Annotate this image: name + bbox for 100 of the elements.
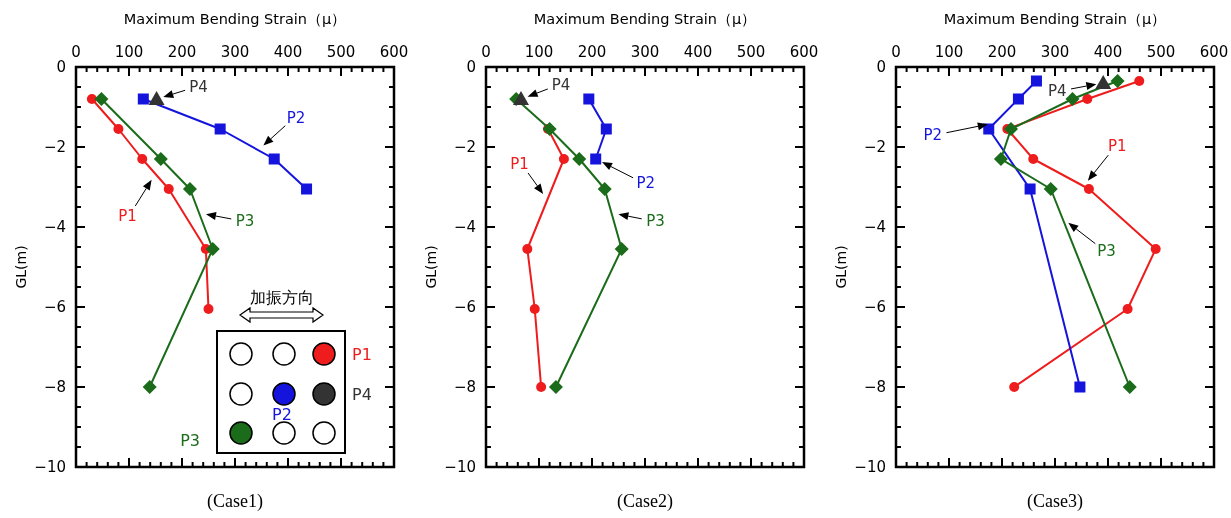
x-tick-label: 600 (379, 43, 409, 61)
point (536, 382, 547, 392)
point (983, 123, 995, 135)
x-tick-label: 300 (1040, 43, 1070, 61)
x-tick-label: 0 (891, 43, 901, 61)
text: P2 (272, 405, 292, 424)
series-label: P3 (646, 212, 665, 230)
point (137, 93, 149, 105)
series-label: P1 (510, 154, 529, 173)
series-label: P3 (235, 212, 255, 230)
point (1083, 184, 1094, 194)
point (1082, 94, 1093, 104)
y-tick-label: −10 (854, 458, 886, 476)
point (1028, 154, 1039, 164)
annotation: 加振方向 (250, 288, 314, 307)
point (137, 154, 148, 164)
x-tick-label: 500 (736, 43, 766, 61)
y-axis-title: GL(m) (13, 245, 29, 289)
y-tick-label: −4 (863, 218, 886, 236)
text: P3 (180, 431, 200, 450)
point (529, 304, 540, 314)
y-tick-label: −8 (453, 378, 476, 396)
y-tick-label: −6 (863, 298, 886, 316)
x-axis-title: Maximum Bending Strain（μ） (943, 11, 1167, 27)
point (597, 182, 612, 196)
x-tick-label: 600 (1199, 43, 1229, 61)
text: P2 (636, 174, 656, 192)
point (205, 242, 220, 256)
y-tick-label: 0 (56, 58, 66, 76)
point (600, 123, 612, 135)
x-axis-title: Maximum Bending Strain（μ） (533, 11, 757, 27)
x-tick-label: 400 (273, 43, 303, 61)
y-axis-title: GL(m) (423, 245, 439, 289)
y-tick-label: 0 (466, 58, 476, 76)
point (1122, 380, 1137, 394)
y-tick-label: −8 (43, 378, 66, 396)
y-tick-label: −4 (453, 218, 476, 236)
x-tick-label: 100 (524, 43, 554, 61)
point (113, 124, 124, 134)
x-tick-label: 200 (987, 43, 1017, 61)
point (542, 122, 557, 136)
y-tick-label: −10 (34, 458, 66, 476)
y-tick-label: −2 (863, 138, 886, 156)
y-tick-label: −8 (863, 378, 886, 396)
point (548, 380, 563, 394)
point (1095, 75, 1112, 89)
text: P4 (189, 78, 208, 96)
point (153, 152, 168, 166)
x-tick-label: 300 (220, 43, 250, 61)
text: (Case2) (617, 491, 673, 512)
point (1150, 244, 1161, 254)
point (268, 153, 280, 165)
x-tick-label: 100 (934, 43, 964, 61)
point (1122, 304, 1133, 314)
point (1065, 92, 1080, 106)
point (590, 153, 602, 165)
point (993, 152, 1008, 166)
x-tick-label: 500 (326, 43, 356, 61)
series-label: P3 (1097, 241, 1116, 260)
text: P1 (118, 207, 137, 225)
x-tick-label: 200 (167, 43, 197, 61)
point (558, 154, 569, 164)
point (163, 184, 174, 194)
x-tick-label: 400 (683, 43, 713, 61)
point (1004, 122, 1019, 136)
point (182, 182, 197, 196)
point (1009, 382, 1020, 392)
point (1134, 76, 1145, 86)
point (583, 93, 595, 105)
point (614, 242, 629, 256)
series-label: P4 (1047, 82, 1067, 100)
text: P2 (923, 126, 942, 144)
point (572, 152, 587, 166)
series-label: P4 (551, 76, 571, 94)
point (142, 380, 157, 394)
x-tick-label: 200 (577, 43, 607, 61)
x-tick-label: 600 (789, 43, 819, 61)
point (1043, 182, 1058, 196)
point (512, 91, 529, 105)
x-axis-title: Maximum Bending Strain（μ） (123, 11, 347, 27)
x-tick-label: 100 (114, 43, 144, 61)
y-tick-label: −6 (43, 298, 66, 316)
point (203, 304, 214, 314)
point (522, 244, 533, 254)
point (1110, 74, 1125, 88)
point (1074, 381, 1086, 393)
x-tick-label: 400 (1093, 43, 1123, 61)
y-tick-label: −10 (444, 458, 476, 476)
text: (Case1) (207, 491, 263, 512)
point (148, 91, 165, 105)
y-tick-label: 0 (876, 58, 886, 76)
y-tick-label: −2 (43, 138, 66, 156)
point (1012, 93, 1024, 105)
point (301, 183, 313, 195)
y-axis-title: GL(m) (833, 245, 849, 289)
legend-label: P1 (352, 345, 372, 364)
point (86, 94, 97, 104)
text: P1 (1108, 137, 1127, 155)
y-tick-label: −2 (453, 138, 476, 156)
x-tick-label: 300 (630, 43, 660, 61)
